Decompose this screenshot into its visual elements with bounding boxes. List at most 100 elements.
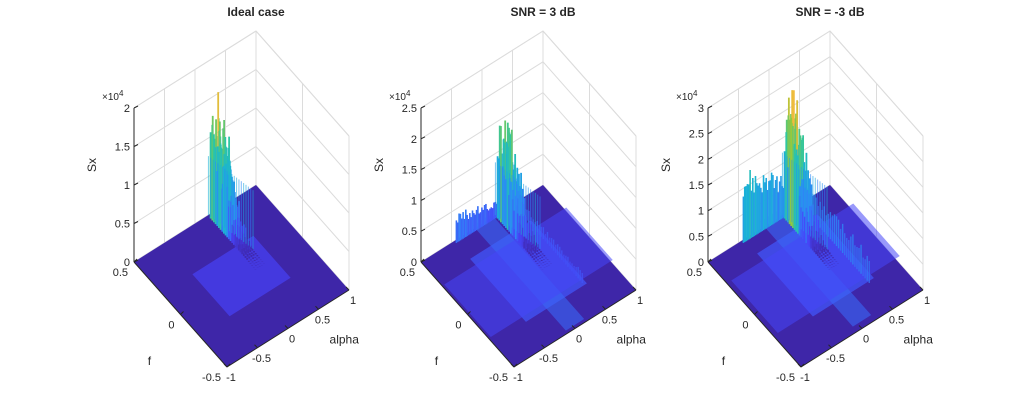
z-tick: [133, 105, 139, 109]
z-tick: [707, 182, 713, 186]
alpha-tick: [858, 325, 863, 329]
axes: 00.511.522.53×104-1-0.500.51-0.500.5alph…: [659, 89, 933, 384]
f-tick: [180, 311, 184, 315]
alpha-tick: [571, 325, 576, 329]
f-tick: [800, 363, 805, 368]
alpha-tick: [632, 286, 637, 291]
alpha-tick-label: -0.5: [826, 353, 845, 365]
z-exponent-label: ×104: [389, 89, 411, 103]
z-tick: [707, 233, 713, 237]
base-band: [192, 235, 291, 317]
alpha-tick: [541, 344, 545, 349]
f-tick-label: 0: [455, 320, 461, 332]
z-axis-label: Sx: [372, 158, 386, 172]
alpha-tick-label: -1: [226, 372, 236, 384]
z-tick: [420, 197, 426, 201]
z-tick-label: 1: [124, 180, 130, 192]
f-tick-label: 0: [742, 320, 748, 332]
z-tick-label: 3: [698, 103, 704, 115]
alpha-axis-label: alpha: [904, 332, 934, 346]
z-tick-label: 1.5: [689, 180, 704, 192]
z-tick-label: 2: [124, 103, 130, 115]
f-tick-label: 0: [168, 320, 174, 332]
surface-plot-3: 00.511.522.53×104-1-0.500.51-0.500.5alph…: [659, 5, 933, 384]
z-tick: [420, 136, 426, 140]
alpha-tick: [284, 325, 289, 329]
alpha-tick-label: 1: [637, 295, 643, 307]
grid-line-z: [133, 30, 350, 137]
z-tick-label: 1: [411, 195, 417, 207]
f-axis-label: f: [722, 354, 726, 368]
plot-title: SNR = 3 dB: [510, 5, 575, 19]
alpha-axis-label: alpha: [617, 332, 647, 346]
noise-band: [444, 207, 613, 338]
z-tick: [133, 182, 139, 186]
z-tick: [133, 221, 139, 224]
alpha-tick-label: 0: [576, 334, 582, 346]
alpha-tick-label: 0.5: [889, 314, 904, 326]
alpha-tick-label: 1: [924, 295, 930, 307]
alpha-tick-label: 0.5: [315, 314, 330, 326]
noise-band: [731, 203, 900, 334]
alpha-tick: [919, 286, 924, 291]
axes: 00.511.522.5×104-1-0.500.51-0.500.5alpha…: [372, 89, 646, 384]
z-tick-label: 0: [698, 257, 704, 269]
alpha-tick-label: 0: [289, 334, 295, 346]
z-tick-label: 1.5: [402, 165, 417, 177]
f-tick: [513, 363, 518, 368]
plot-title: SNR = -3 dB: [795, 5, 864, 19]
z-tick-label: 0.5: [402, 226, 417, 238]
z-tick: [133, 144, 139, 147]
z-tick-label: 2.5: [402, 103, 417, 115]
z-axis-label: Sx: [659, 158, 673, 172]
alpha-tick: [602, 305, 606, 310]
grid-line-z: [707, 81, 924, 188]
grid-line-z: [707, 56, 924, 162]
z-tick: [420, 167, 426, 171]
grid-line-z: [133, 68, 350, 175]
f-tick: [467, 311, 471, 315]
alpha-tick-label: 0.5: [602, 314, 617, 326]
z-tick: [420, 228, 426, 232]
f-tick: [420, 258, 425, 263]
alpha-axis-label: alpha: [330, 332, 360, 346]
alpha-tick: [797, 363, 802, 368]
alpha-tick: [828, 344, 832, 349]
surface: [134, 92, 349, 367]
z-tick: [420, 105, 426, 109]
alpha-tick-label: 1: [350, 295, 356, 307]
z-tick: [707, 131, 713, 135]
f-tick: [707, 258, 712, 263]
f-axis-label: f: [148, 354, 152, 368]
f-tick-label: -0.5: [776, 372, 795, 384]
f-tick-label: 0.5: [687, 267, 702, 279]
z-exponent-label: ×104: [102, 89, 124, 103]
z-tick-label: 2: [411, 134, 417, 146]
surface: [708, 90, 923, 367]
f-tick: [133, 258, 138, 263]
z-tick: [707, 208, 713, 212]
alpha-tick-label: -0.5: [539, 353, 558, 365]
z-tick-label: 1.5: [115, 142, 130, 154]
grid-line-z: [420, 91, 637, 198]
alpha-tick: [254, 344, 258, 349]
surface-plot-2: 00.511.522.5×104-1-0.500.51-0.500.5alpha…: [372, 5, 646, 384]
grid-line-z: [420, 30, 637, 137]
f-tick-label: -0.5: [489, 372, 508, 384]
grid-line-z: [707, 30, 924, 137]
alpha-tick: [345, 286, 350, 291]
f-axis-label: f: [435, 354, 439, 368]
f-tick: [226, 363, 231, 368]
z-tick: [707, 156, 713, 160]
grid-line-z: [420, 61, 637, 168]
surface-plot-1: 00.511.52×104-1-0.500.51-0.500.5alphafSx…: [85, 5, 359, 384]
surface: [421, 120, 636, 367]
z-tick-label: 2: [698, 154, 704, 166]
plot-title: Ideal case: [227, 5, 285, 19]
f-tick-label: -0.5: [202, 372, 221, 384]
alpha-tick-label: -0.5: [252, 353, 271, 365]
z-tick-label: 0: [124, 257, 130, 269]
alpha-tick: [315, 305, 319, 310]
